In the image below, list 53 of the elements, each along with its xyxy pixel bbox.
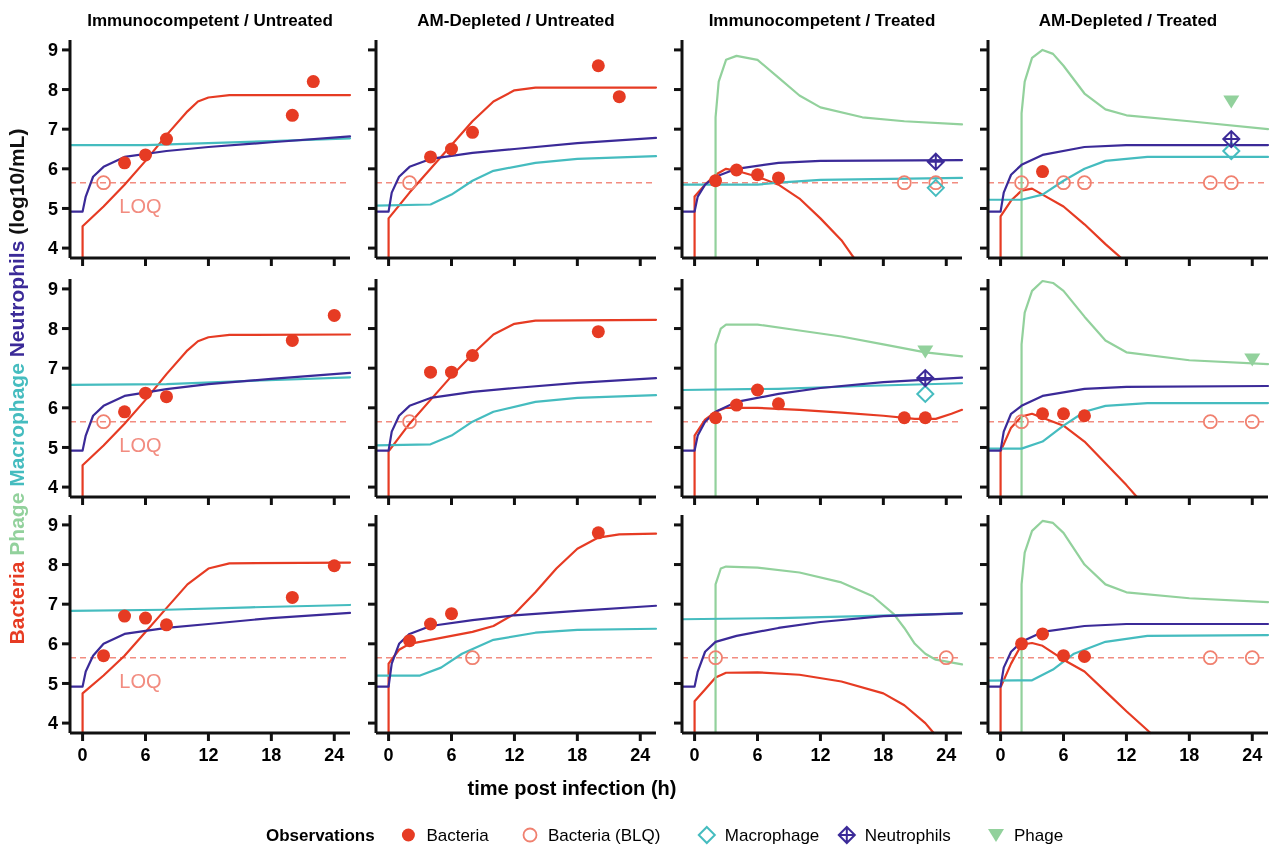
x-tick-label: 12 (810, 745, 831, 765)
x-tick-label: 18 (1179, 745, 1200, 765)
y-tick-label: 4 (47, 238, 58, 259)
x-axis-title: time post infection (h) (467, 777, 677, 799)
x-tick-label: 12 (198, 745, 219, 765)
y-tick-label: 7 (47, 594, 58, 615)
x-tick-label: 18 (261, 745, 282, 765)
x-tick-label: 24 (630, 745, 651, 765)
y-tick-label: 9 (47, 40, 58, 61)
legend-label: Macrophage (724, 825, 820, 845)
y-tick-label: 9 (47, 279, 58, 300)
y-tick-label: 5 (47, 437, 58, 458)
y-tick-label: 4 (47, 477, 58, 498)
legend-label: Bacteria (426, 825, 490, 845)
legend-label: Bacteria (BLQ) (548, 825, 661, 845)
y-tick-label: 6 (47, 634, 58, 655)
x-tick-label: 6 (752, 745, 763, 765)
legend-title: Observations (266, 825, 375, 845)
x-tick-label: 24 (1242, 745, 1263, 765)
y-tick-label: 8 (47, 79, 58, 100)
y-tick-label: 8 (47, 554, 58, 575)
ref-line-label: LOQ (119, 669, 162, 692)
x-tick-label: 0 (77, 745, 88, 765)
x-tick-label: 12 (1116, 745, 1137, 765)
x-tick-label: 6 (1058, 745, 1069, 765)
ref-line-label: LOQ (119, 194, 162, 217)
y-axis-title: Bacteria Phage Macrophage Neutrophils (log10/mL) (5, 128, 28, 645)
y-tick-label: 5 (47, 673, 58, 694)
chart-title: AM-Depleted / Untreated (417, 11, 615, 30)
y-tick-label: 6 (47, 159, 58, 180)
y-tick-label: 4 (47, 713, 58, 734)
x-tick-label: 0 (995, 745, 1006, 765)
y-tick-label: 8 (47, 318, 58, 339)
legend-label: Phage (1014, 825, 1064, 845)
x-tick-label: 24 (324, 745, 345, 765)
y-tick-label: 7 (47, 358, 58, 379)
y-tick-label: 7 (47, 119, 58, 140)
chart-title: AM-Depleted / Treated (1038, 11, 1218, 30)
ref-line-label: LOQ (119, 433, 162, 456)
x-tick-label: 6 (140, 745, 151, 765)
x-tick-label: 0 (689, 745, 700, 765)
x-tick-label: 12 (504, 745, 525, 765)
x-tick-label: 18 (873, 745, 894, 765)
x-tick-label: 24 (936, 745, 957, 765)
chart-title: Immunocompetent / Treated (708, 11, 936, 30)
y-tick-label: 6 (47, 398, 58, 419)
x-tick-label: 18 (567, 745, 588, 765)
x-tick-label: 0 (383, 745, 394, 765)
x-tick-label: 6 (446, 745, 457, 765)
legend-label: Neutrophils (864, 825, 951, 845)
y-tick-label: 9 (47, 515, 58, 536)
chart-title: Immunocompetent / Untreated (87, 11, 333, 30)
y-tick-label: 5 (47, 198, 58, 219)
